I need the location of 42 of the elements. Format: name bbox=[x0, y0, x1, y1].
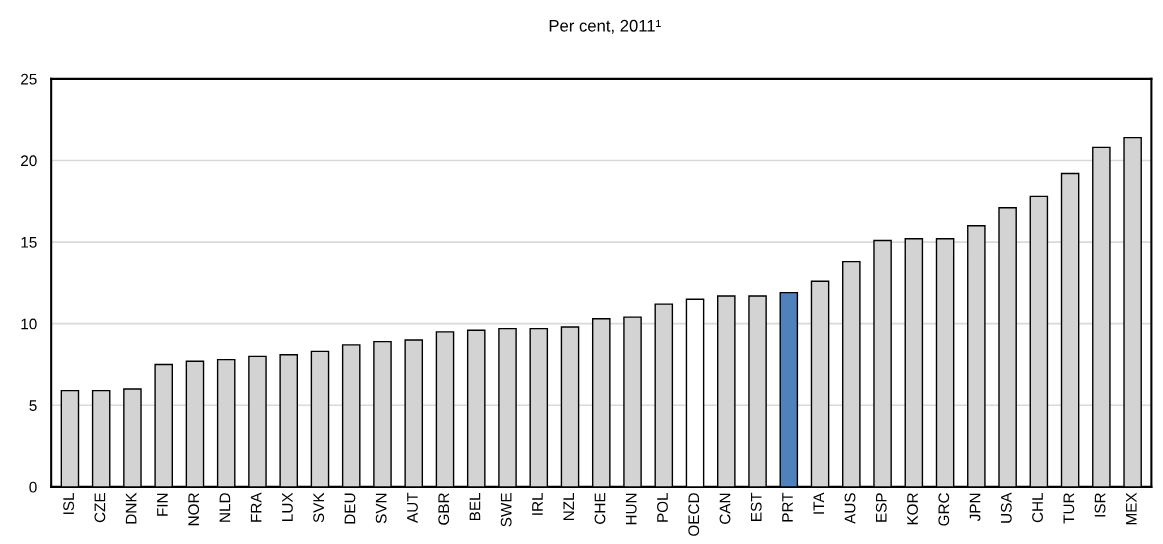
x-tick-label: ITA bbox=[813, 492, 825, 514]
x-tick-label: DNK bbox=[125, 492, 137, 524]
y-tick-label: 20 bbox=[21, 155, 37, 167]
x-tick-label: KOR bbox=[907, 493, 918, 525]
x-tick-label: TUR bbox=[1063, 493, 1075, 524]
x-tick-label: DEU bbox=[344, 493, 356, 524]
x-tick-label: SVN bbox=[375, 493, 387, 524]
x-tick-label: JPN bbox=[969, 493, 981, 522]
x-tick-label: GRC bbox=[938, 493, 950, 526]
x-tick-label: OECD bbox=[688, 493, 700, 536]
x-tick-label: NZL bbox=[563, 492, 574, 521]
x-tick-label: NLD bbox=[219, 493, 231, 522]
x-tick-label: USA bbox=[1000, 492, 1012, 523]
y-tick-label: 15 bbox=[21, 237, 37, 248]
x-tick-label: GBR bbox=[438, 493, 450, 525]
x-tick-label: BEL bbox=[469, 492, 481, 521]
y-tick-label: 0 bbox=[29, 481, 37, 493]
y-tick-label: 10 bbox=[21, 318, 37, 330]
y-tick-label: 5 bbox=[29, 400, 37, 411]
x-tick-label: FRA bbox=[250, 492, 262, 522]
x-tick-label: PRT bbox=[782, 492, 793, 522]
x-tick-label: NOR bbox=[188, 493, 200, 526]
x-tick-label: MEX bbox=[1126, 492, 1137, 525]
x-tick-label: HUN bbox=[625, 493, 637, 525]
y-tick-label: 25 bbox=[21, 73, 37, 85]
x-tick-label: CHL bbox=[1032, 492, 1043, 523]
x-tick-label: IRL bbox=[532, 492, 543, 515]
x-tick-label: CHE bbox=[594, 493, 606, 524]
x-tick-label: EST bbox=[750, 492, 762, 521]
x-tick-label: AUT bbox=[407, 492, 418, 523]
x-tick-label: FIN bbox=[157, 493, 168, 516]
x-tick-label: CAN bbox=[719, 493, 731, 524]
x-tick-label: POL bbox=[657, 492, 668, 522]
x-tick-label: LUX bbox=[282, 492, 293, 521]
x-tick-label: ISL bbox=[63, 492, 75, 514]
x-tick-label: ESP bbox=[875, 493, 887, 522]
x-tick-label: SVK bbox=[313, 492, 325, 523]
x-tick-label: SWE bbox=[500, 493, 512, 527]
x-tick-label: AUS bbox=[844, 493, 856, 524]
chart-title: Per cent, 2011¹ bbox=[549, 19, 661, 34]
x-tick-label: CZE bbox=[94, 493, 106, 523]
x-tick-label: ISR bbox=[1094, 493, 1106, 517]
